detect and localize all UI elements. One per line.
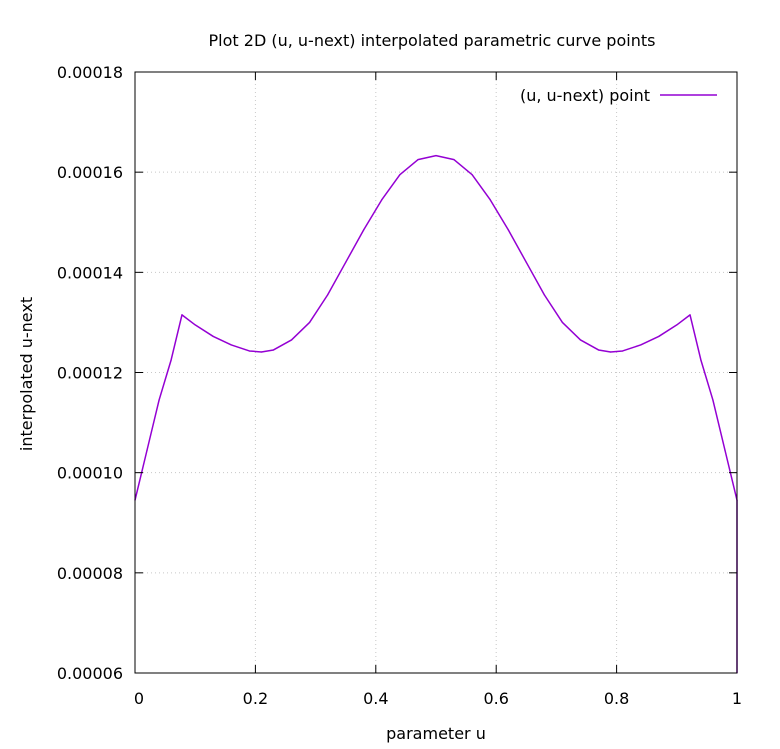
- y-axis-title: interpolated u-next: [17, 297, 36, 451]
- ticks: [134, 71, 738, 674]
- data-point: [272, 349, 275, 351]
- y-tick-label: 0.00010: [57, 464, 123, 483]
- data-point: [609, 351, 612, 353]
- data-point: [230, 344, 232, 346]
- data-point: [327, 294, 329, 296]
- y-tick-label: 0.00008: [57, 564, 123, 583]
- data-point: [417, 159, 419, 161]
- data-point: [597, 349, 600, 351]
- data-point: [212, 335, 214, 338]
- series-layer: [134, 154, 738, 674]
- data-point: [640, 344, 642, 346]
- data-point: [676, 324, 678, 326]
- data-point: [146, 449, 148, 451]
- grid: [135, 72, 737, 673]
- data-point: [181, 314, 183, 316]
- data-point: [525, 261, 527, 263]
- data-point: [658, 335, 660, 338]
- x-tick-label: 1: [732, 689, 742, 708]
- data-point: [308, 321, 311, 324]
- data-point: [724, 449, 726, 451]
- data-point: [260, 351, 263, 353]
- x-tick-label: 0.4: [363, 689, 388, 708]
- legend: (u, u-next) point: [520, 86, 717, 105]
- data-point: [248, 350, 250, 352]
- data-point: [689, 314, 691, 316]
- data-point: [381, 199, 383, 201]
- data-point: [158, 399, 160, 401]
- data-point: [435, 155, 437, 157]
- series-line: [134, 154, 738, 673]
- data-point: [170, 359, 172, 361]
- data-point: [622, 350, 624, 352]
- x-tick-label: 0.2: [243, 689, 268, 708]
- data-point: [579, 339, 582, 341]
- data-point: [489, 199, 491, 201]
- tick-labels: 0 0.2 0.4 0.6 0.8 1 0.00006 0.00008 0.00010 0.000…: [57, 63, 742, 708]
- data-point: [194, 324, 196, 326]
- data-point: [453, 159, 455, 161]
- y-tick-label: 0.00012: [57, 364, 123, 383]
- chart-title: Plot 2D (u, u-next) interpolated paramet…: [209, 31, 656, 50]
- y-tick-label: 0.00014: [57, 263, 123, 282]
- data-point: [471, 174, 473, 176]
- data-point: [363, 229, 365, 231]
- x-axis-title: parameter u: [386, 724, 486, 743]
- data-point: [345, 261, 347, 263]
- data-point: [507, 229, 509, 231]
- x-tick-label: 0.8: [604, 689, 629, 708]
- legend-label: (u, u-next) point: [520, 86, 650, 105]
- x-tick-label: 0.6: [483, 689, 508, 708]
- data-point: [700, 359, 702, 361]
- data-point: [290, 339, 293, 341]
- data-point: [561, 321, 564, 324]
- x-tick-label: 0: [134, 689, 144, 708]
- data-point: [543, 294, 545, 296]
- y-tick-label: 0.00018: [57, 63, 123, 82]
- y-tick-label: 0.00016: [57, 163, 123, 182]
- data-point: [712, 399, 714, 401]
- y-tick-label: 0.00006: [57, 664, 123, 683]
- data-point: [399, 174, 401, 176]
